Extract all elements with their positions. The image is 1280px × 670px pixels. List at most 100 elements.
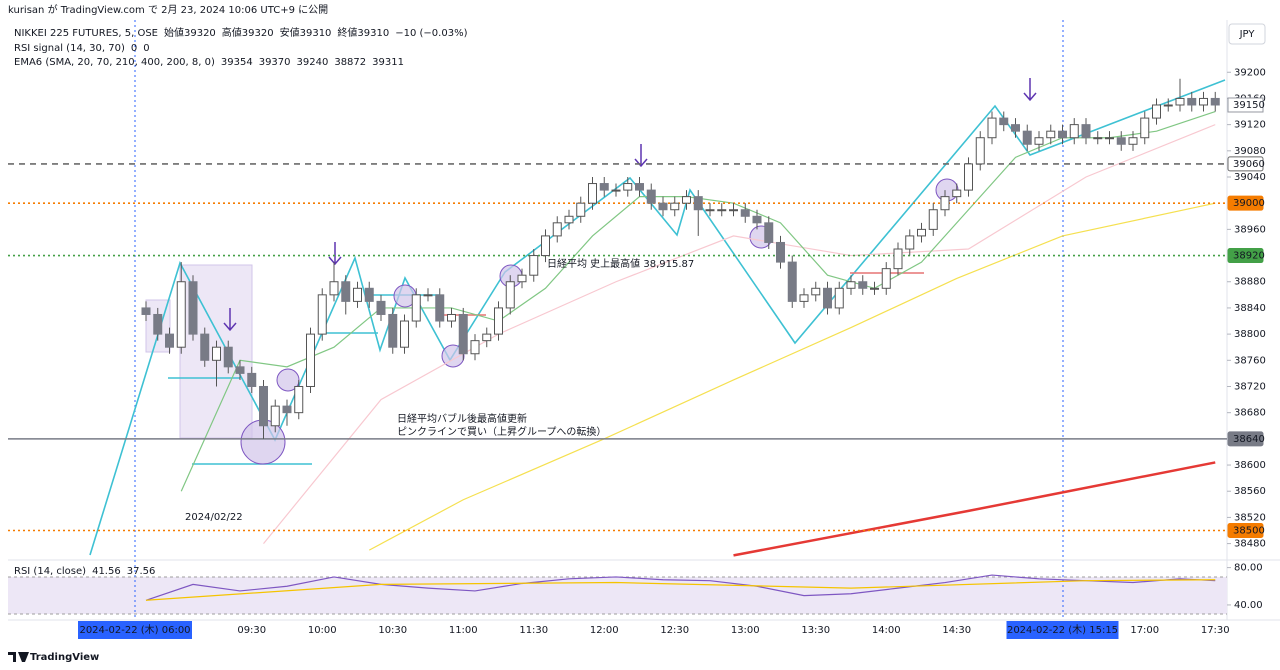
candle-body [435, 294, 445, 322]
candle-body [400, 320, 409, 348]
candle-body [623, 183, 633, 191]
circle-marker [441, 344, 465, 368]
candle-body [1105, 137, 1114, 140]
candle-body [787, 261, 797, 302]
level-label-box [1227, 248, 1264, 264]
candle-body [964, 163, 973, 191]
candle-body [999, 117, 1009, 126]
candle-body [329, 281, 339, 296]
rsi-value: 37.56 [127, 566, 156, 577]
x-tick-label: 13:30 [801, 625, 830, 636]
candle-body [1058, 130, 1067, 139]
ohlc-value: 安値39310 [280, 26, 332, 39]
candle-body [858, 281, 868, 289]
y-tick-label: 38560 [1234, 486, 1266, 497]
candle-body [153, 313, 163, 335]
candle-body [799, 294, 809, 302]
ohlc-value: 終値39310 [337, 26, 389, 39]
candle-body [870, 287, 879, 290]
candle-body [658, 202, 668, 211]
candle-body [928, 209, 938, 230]
published-line: kurisan が TradingView.com で 2月 23, 2024 … [8, 3, 328, 16]
level-label: 39000 [1233, 198, 1265, 209]
arrow [1023, 78, 1037, 102]
last-price-label: 39150 [1233, 100, 1265, 111]
candle-body [776, 241, 785, 263]
candle-body [376, 300, 386, 315]
currency[interactable]: JPY [1239, 29, 1256, 40]
x-tick-label: 12:30 [660, 625, 689, 636]
y-tick-label: 38760 [1234, 355, 1266, 366]
candle-body [764, 222, 774, 243]
x-tick-label: 10:00 [308, 625, 337, 636]
candle-body [682, 196, 691, 204]
currency-button[interactable] [1228, 23, 1266, 45]
time-highlight-box [78, 621, 192, 639]
candle-body [599, 183, 609, 191]
candle-body [564, 215, 574, 224]
x-tick-label: 14:30 [942, 625, 971, 636]
y-tick-label: 38840 [1234, 303, 1266, 314]
y-tick-label: 39040 [1234, 172, 1266, 183]
moving-average [733, 461, 1216, 557]
y-tick-label: 38680 [1234, 408, 1266, 419]
candle-body [1210, 97, 1220, 106]
level-label-box [1227, 523, 1264, 539]
candle-body [834, 287, 844, 309]
x-highlight-label: 2024-02-22 (木) 06:00 [79, 624, 190, 636]
candle-body [235, 366, 245, 374]
candle-body [212, 346, 221, 361]
candle-body [541, 235, 550, 257]
candle-body [917, 228, 926, 237]
candle-body [905, 235, 915, 250]
candle-body [693, 196, 703, 211]
candle-body [611, 189, 621, 192]
level-label-box [1227, 195, 1264, 211]
candle-body [588, 183, 597, 204]
ohlc-value: 高値39320 [222, 26, 274, 39]
rsi-tick-label: 40.00 [1234, 600, 1263, 611]
candle-body [1034, 137, 1044, 145]
candle-body [364, 287, 374, 302]
candle-body [740, 209, 750, 217]
candle-body [1069, 124, 1079, 139]
candle-body [306, 333, 315, 387]
change: −10 (−0.03%) [395, 28, 467, 39]
candle-body [188, 281, 198, 335]
rsi-tick-label: 80.00 [1234, 563, 1263, 574]
x-tick-label: 14:00 [872, 625, 901, 636]
candle-body [494, 307, 503, 335]
ohlc-value: 始値39320 [164, 26, 216, 39]
candle-body [729, 209, 738, 212]
candle-body [1187, 97, 1197, 106]
y-tick-label: 39080 [1234, 146, 1266, 157]
candle-body [505, 281, 515, 309]
y-tick-label: 38600 [1234, 460, 1266, 471]
candle-body [940, 196, 950, 211]
x-tick-label: 11:00 [449, 625, 478, 636]
symbol: NIKKEI 225 FUTURES, 5, OSE [14, 28, 158, 39]
x-tick-label: 17:30 [1201, 625, 1230, 636]
footer-logo [8, 652, 29, 662]
candle-body [165, 333, 174, 348]
candle-body [1116, 137, 1126, 145]
x-tick-label: 13:00 [731, 625, 760, 636]
candle-body [646, 189, 656, 204]
time-highlight-box [1006, 621, 1119, 639]
candle-body [423, 294, 433, 297]
candle-body [881, 268, 891, 289]
candle-body [482, 333, 492, 342]
y-tick-label: 38880 [1234, 277, 1266, 288]
level-label-box [1227, 156, 1264, 172]
candle-body [247, 372, 257, 387]
candle-body [294, 385, 304, 414]
candle-body [447, 313, 456, 322]
candle-body [1046, 130, 1056, 139]
indicator-value: 39370 [259, 57, 291, 68]
candle-body [411, 294, 421, 322]
indicator-value: 39354 [221, 57, 253, 68]
candle-body [717, 209, 727, 212]
candle-body [893, 248, 903, 270]
x-tick-label: 12:00 [590, 625, 619, 636]
candle-body [846, 281, 856, 289]
